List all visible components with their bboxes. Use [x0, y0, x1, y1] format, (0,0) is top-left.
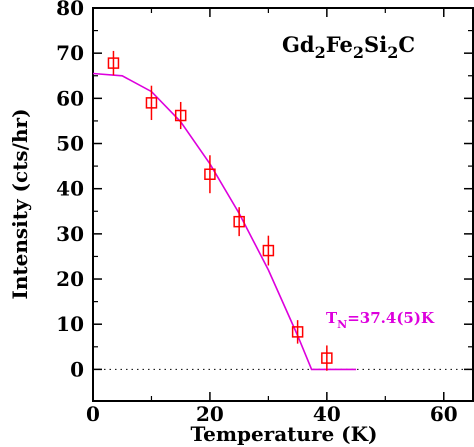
data-point: [107, 57, 120, 69]
y-tick-label: 50: [56, 132, 84, 156]
data-point: [174, 109, 187, 122]
compound-element-2: Fe: [326, 32, 353, 57]
y-tick-label: 10: [56, 312, 84, 336]
x-tick-label: 40: [313, 402, 341, 426]
y-tick-label: 70: [56, 41, 84, 65]
data-point: [321, 352, 333, 364]
compound-subscript-2: 2: [353, 43, 364, 62]
data-point: [262, 244, 275, 257]
data-point: [145, 97, 158, 109]
data-point: [291, 326, 304, 338]
y-tick-label: 40: [56, 177, 84, 201]
axis-ticks: 0 20 40 60 0 10 20 30 40 50 60 70 80: [56, 0, 473, 426]
compound-subscript-3: 2: [387, 43, 398, 62]
x-tick-label: 60: [430, 402, 458, 426]
y-tick-label: 80: [56, 0, 84, 20]
neel-temperature-annotation: TN=37.4(5)K: [326, 309, 435, 331]
chart-marks: [92, 50, 473, 371]
x-axis-label: Temperature (K): [191, 422, 378, 446]
y-tick-label: 60: [56, 86, 84, 110]
plot-frame: [92, 7, 474, 402]
y-tick-label: 20: [56, 267, 84, 291]
annotation-value: =37.4(5)K: [347, 309, 435, 327]
compound-element-3: Si: [364, 32, 387, 57]
x-tick-label: 20: [196, 402, 224, 426]
annotation-symbol: T: [326, 309, 338, 327]
y-axis-label: Intensity (cts/hr): [8, 108, 32, 299]
compound-label: Gd2Fe2Si2C: [282, 32, 415, 62]
data-point: [233, 215, 245, 228]
compound-element-4: C: [398, 32, 415, 57]
fit-curve: [92, 72, 357, 371]
y-tick-label: 30: [56, 222, 84, 246]
x-tick-label: 0: [86, 402, 100, 426]
y-tick-label: 0: [70, 357, 84, 381]
compound-subscript-1: 2: [315, 43, 326, 62]
data-point: [204, 168, 216, 180]
annotation-subscript: N: [337, 318, 347, 331]
compound-element-1: Gd: [282, 32, 315, 57]
